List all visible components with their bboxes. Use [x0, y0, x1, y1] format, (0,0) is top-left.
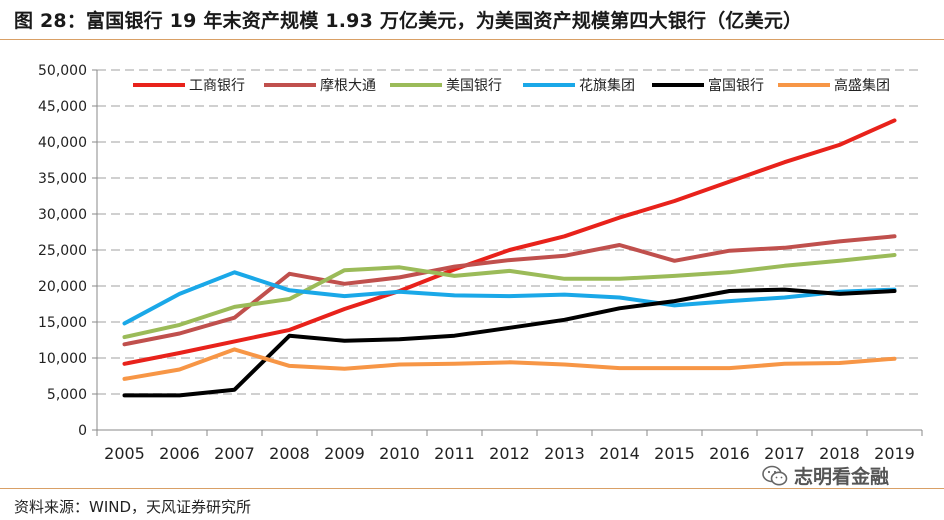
y-tick-label: 25,000 — [38, 243, 87, 259]
legend-label: 摩根大通 — [320, 77, 376, 94]
legend: 工商银行 摩根大通 美国银行 花旗集团 富国银行 高盛集团 — [133, 77, 890, 94]
x-tick-label: 2007 — [214, 444, 255, 463]
series-line-4 — [122, 270, 897, 326]
title-bar: 图 28：富国银行 19 年末资产规模 1.93 万亿美元，为美国资产规模第四大… — [0, 0, 944, 40]
x-tick-label: 2009 — [324, 444, 365, 463]
y-tick-label: 0 — [78, 423, 87, 439]
series-line-5 — [122, 287, 897, 398]
y-tick-label: 10,000 — [38, 351, 87, 367]
x-tick-label: 2008 — [269, 444, 310, 463]
y-tick-label: 45,000 — [38, 99, 87, 115]
series-line-3 — [122, 253, 897, 340]
watermark-text: 志明看金融 — [794, 466, 890, 488]
source-note: 资料来源：WIND，天风证券研究所 — [14, 498, 252, 516]
legend-label: 高盛集团 — [834, 77, 890, 94]
x-tick-label: 2016 — [709, 444, 750, 463]
axes: 0 5,000 10,000 15,000 20,000 25,000 30,000 35,0… — [38, 63, 923, 463]
x-tick-label: 2012 — [489, 444, 530, 463]
figure-title: 图 28：富国银行 19 年末资产规模 1.93 万亿美元，为美国资产规模第四大… — [14, 10, 803, 32]
wechat-icon — [762, 465, 788, 485]
x-tick-label: 2017 — [764, 444, 805, 463]
x-tick-label: 2013 — [544, 444, 585, 463]
x-tick-label: 2011 — [434, 444, 475, 463]
x-tick-label: 2010 — [379, 444, 420, 463]
series-line-1 — [122, 118, 897, 366]
x-tick-label: 2005 — [104, 444, 145, 463]
x-tick-label: 2019 — [874, 444, 915, 463]
y-tick-label: 40,000 — [38, 135, 87, 151]
legend-label: 美国银行 — [446, 78, 502, 94]
y-tick-label: 5,000 — [47, 387, 87, 403]
y-tick-label: 15,000 — [38, 315, 87, 331]
watermark: 志明看金融 — [762, 462, 889, 489]
footer-divider — [0, 488, 944, 489]
y-tick-label: 50,000 — [38, 63, 87, 79]
x-tick-label: 2006 — [159, 444, 200, 463]
series-lines — [122, 118, 897, 398]
y-tick-label: 20,000 — [38, 279, 87, 295]
x-tick-label: 2014 — [599, 444, 640, 463]
x-tick-label: 2018 — [819, 444, 860, 463]
legend-label: 工商银行 — [189, 78, 245, 94]
title-divider — [0, 39, 944, 40]
x-tick-label: 2015 — [654, 444, 695, 463]
legend-label: 富国银行 — [708, 77, 764, 94]
y-tick-label: 30,000 — [38, 207, 87, 223]
legend-label: 花旗集团 — [579, 77, 635, 94]
y-tick-label: 35,000 — [38, 171, 87, 187]
line-chart: 0 5,000 10,000 15,000 20,000 25,000 30,000 35,0… — [38, 63, 923, 463]
series-line-6 — [122, 347, 897, 381]
